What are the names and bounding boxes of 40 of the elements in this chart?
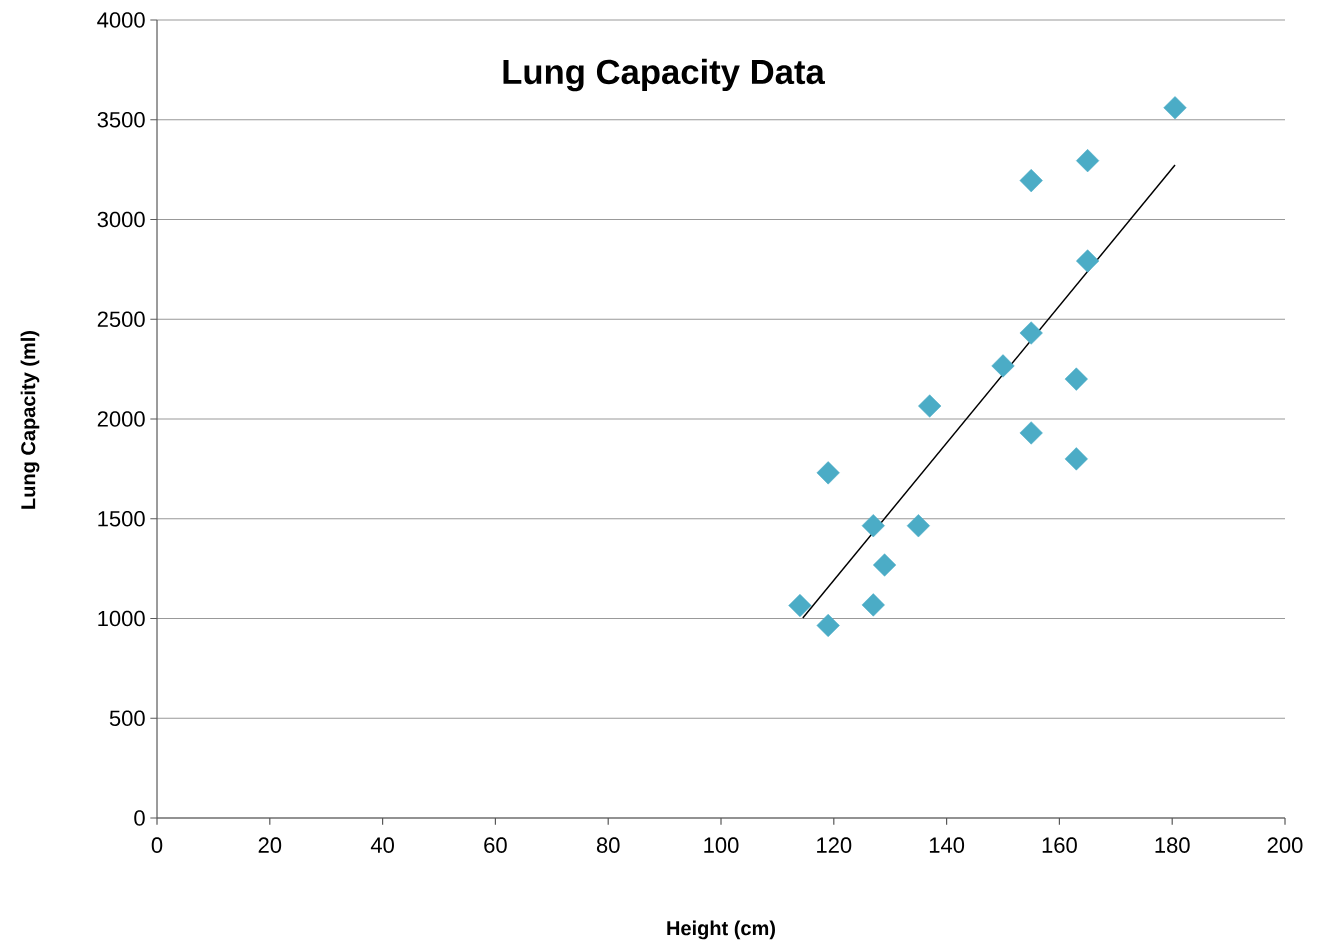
y-tick-label: 0	[134, 810, 145, 826]
x-tick-label: 60	[484, 837, 507, 853]
point	[872, 553, 897, 577]
y-tick-label: 1000	[98, 610, 145, 627]
y-tick-label: 3000	[97, 211, 145, 228]
point	[1064, 367, 1088, 391]
x-tick-label: 120	[817, 837, 852, 853]
x-tick-label: 40	[370, 837, 394, 853]
point	[1076, 149, 1100, 173]
point	[1163, 96, 1187, 120]
x-tick-label: 80	[596, 837, 620, 853]
point	[861, 593, 885, 617]
point	[1019, 421, 1043, 445]
y-tick-label: 2000	[97, 411, 145, 427]
y-tick-label: 4000	[97, 12, 145, 28]
y-tick-label: 3500	[97, 111, 145, 128]
point	[1019, 169, 1043, 193]
point	[861, 514, 885, 538]
y-tick-label: 1500	[98, 510, 145, 527]
point	[991, 354, 1015, 378]
x-tick-label: 20	[258, 837, 282, 853]
point	[816, 461, 840, 485]
x-tick-label: 0	[151, 837, 163, 853]
x-tick-label: 100	[704, 837, 739, 853]
y-tick-label: 500	[109, 710, 145, 727]
y-tick-label: 2500	[97, 311, 145, 328]
text: Lung Capacity Data	[503, 58, 826, 92]
y-axis-title: Lung Capacity (ml)	[20, 330, 40, 509]
x-tick-label: 140	[929, 837, 965, 853]
x-tick-label: 160	[1042, 837, 1077, 853]
x-tick-label: 200	[1267, 837, 1303, 853]
point	[1019, 321, 1043, 345]
point	[918, 394, 942, 418]
x-tick-label: 180	[1155, 837, 1190, 853]
point	[1076, 249, 1100, 273]
point	[906, 514, 930, 538]
point	[788, 593, 812, 618]
point	[816, 613, 840, 638]
x-axis-title: Height (cm)	[667, 920, 775, 940]
point	[1064, 447, 1088, 471]
